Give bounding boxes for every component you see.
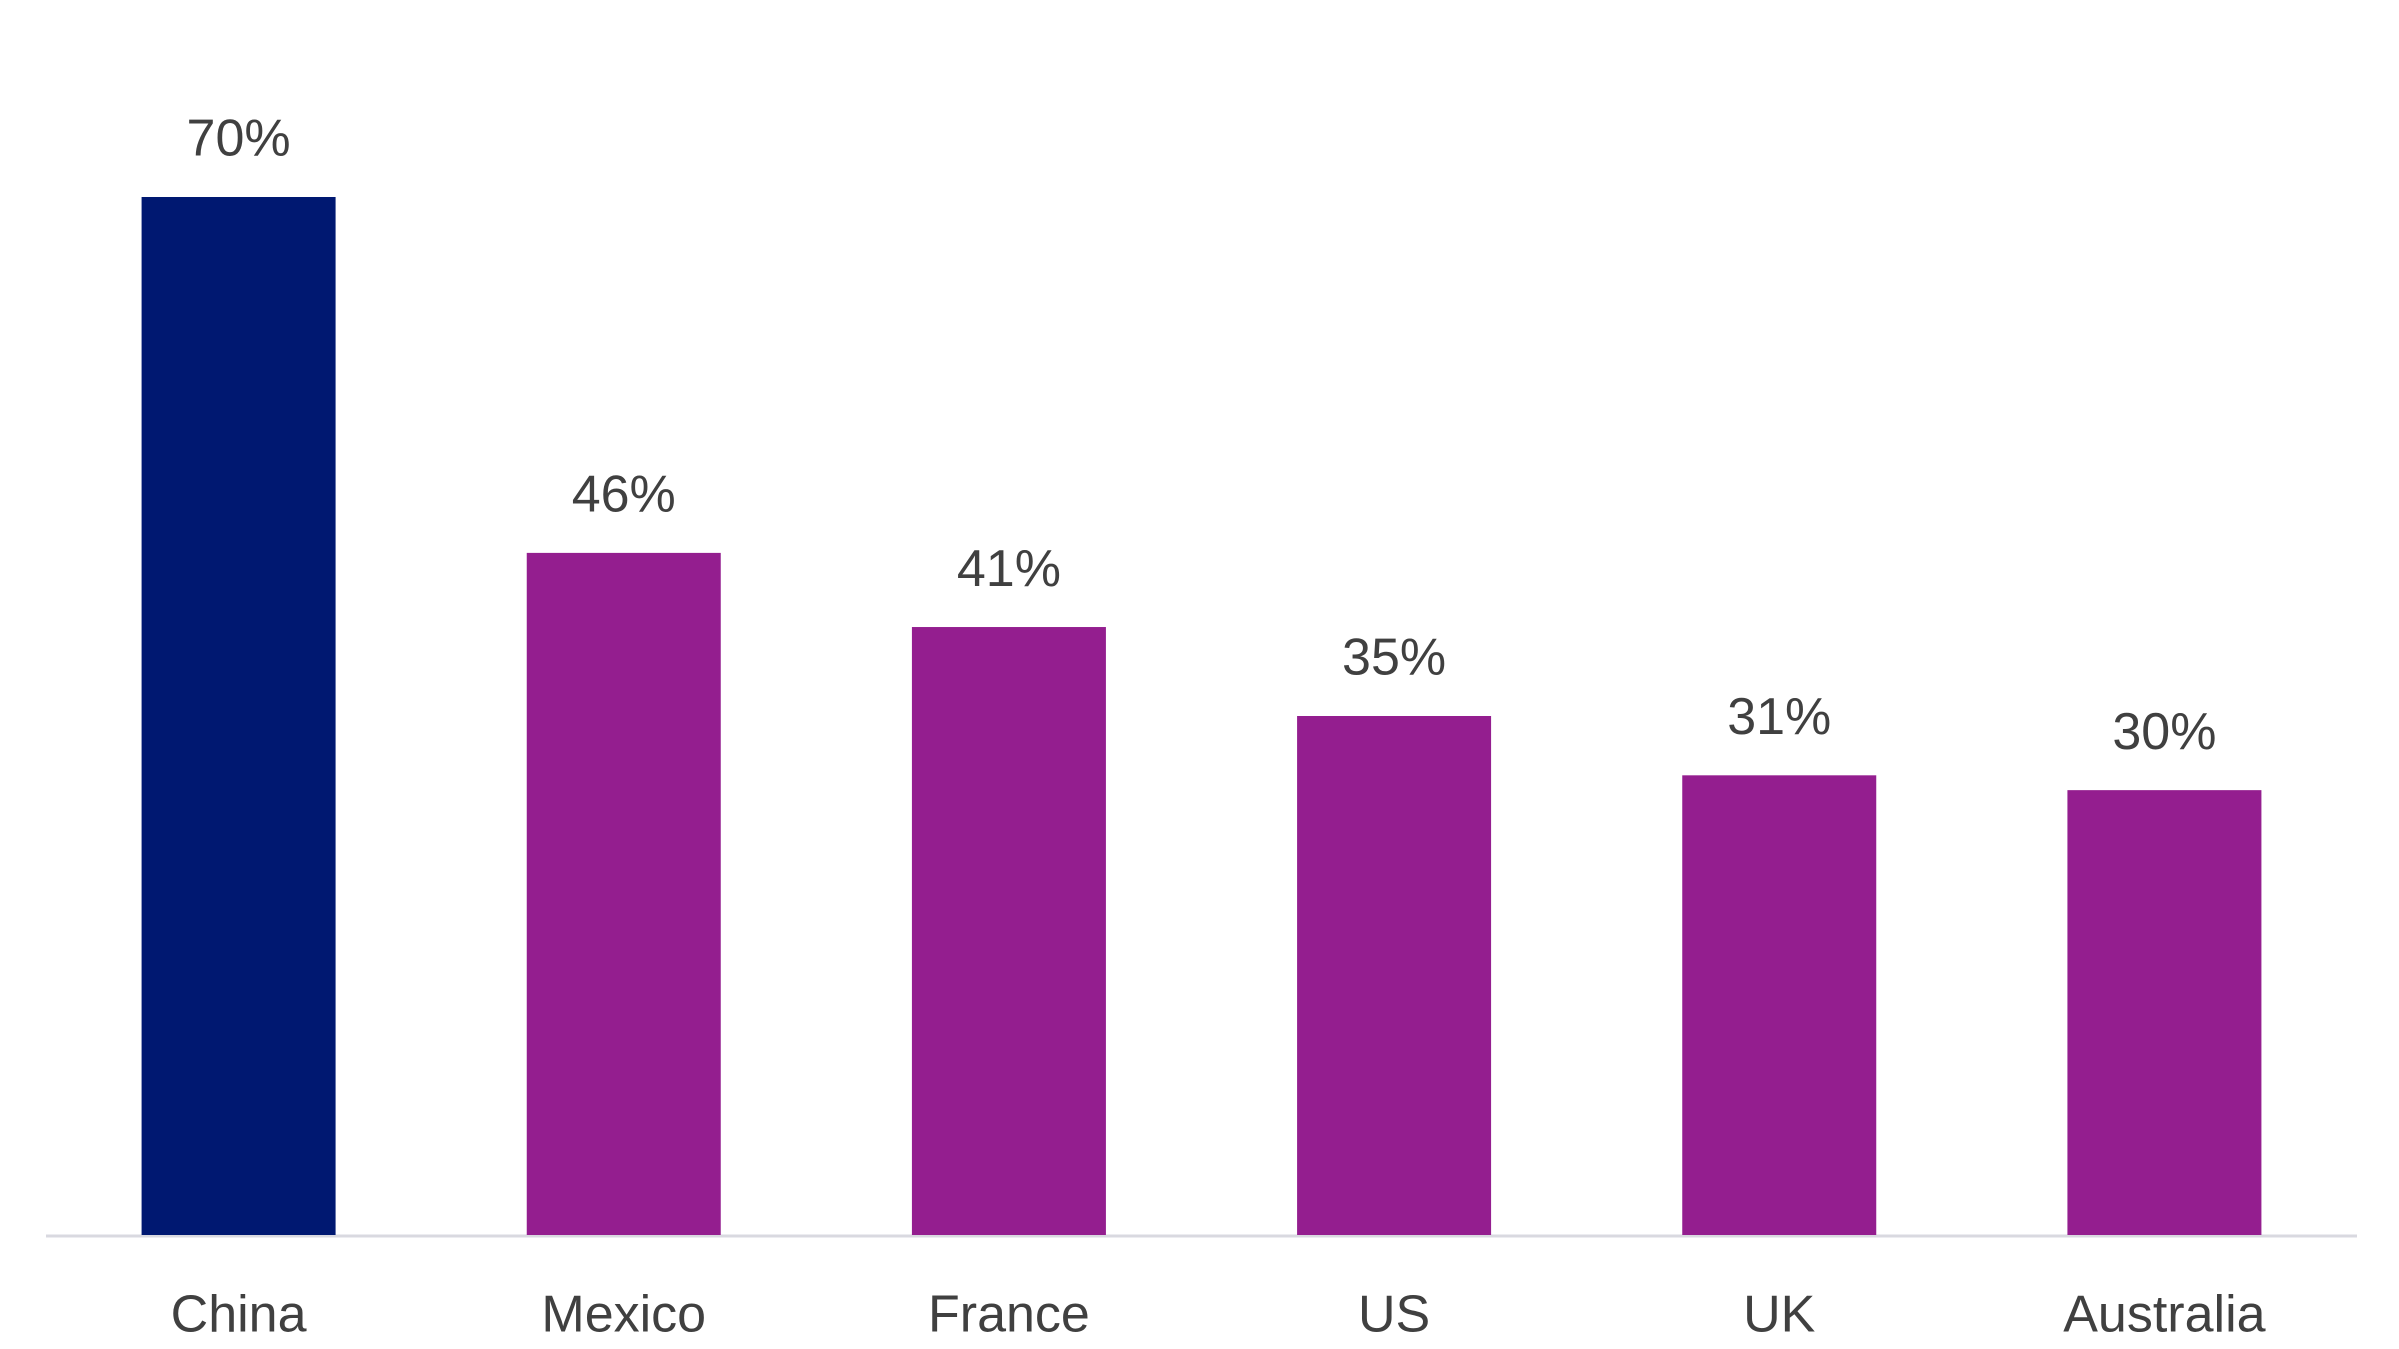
value-label: 31% [1727, 688, 1831, 746]
value-label: 35% [1342, 629, 1446, 687]
x-tick-label: Mexico [541, 1286, 706, 1344]
bar [526, 552, 721, 1235]
bar [2067, 790, 2262, 1235]
value-label: 30% [2112, 703, 2216, 761]
x-tick-label: France [928, 1286, 1090, 1344]
value-label: 41% [957, 540, 1061, 598]
bar [1297, 716, 1492, 1235]
value-label: 70% [187, 110, 291, 168]
x-tick-label: Australia [2063, 1286, 2265, 1344]
value-label: 46% [572, 466, 676, 524]
bar [141, 197, 336, 1235]
x-tick-label: UK [1743, 1286, 1816, 1344]
bar [1682, 775, 1877, 1235]
x-tick-label: US [1358, 1286, 1430, 1344]
x-tick-label: China [171, 1286, 307, 1344]
bar [911, 627, 1106, 1235]
